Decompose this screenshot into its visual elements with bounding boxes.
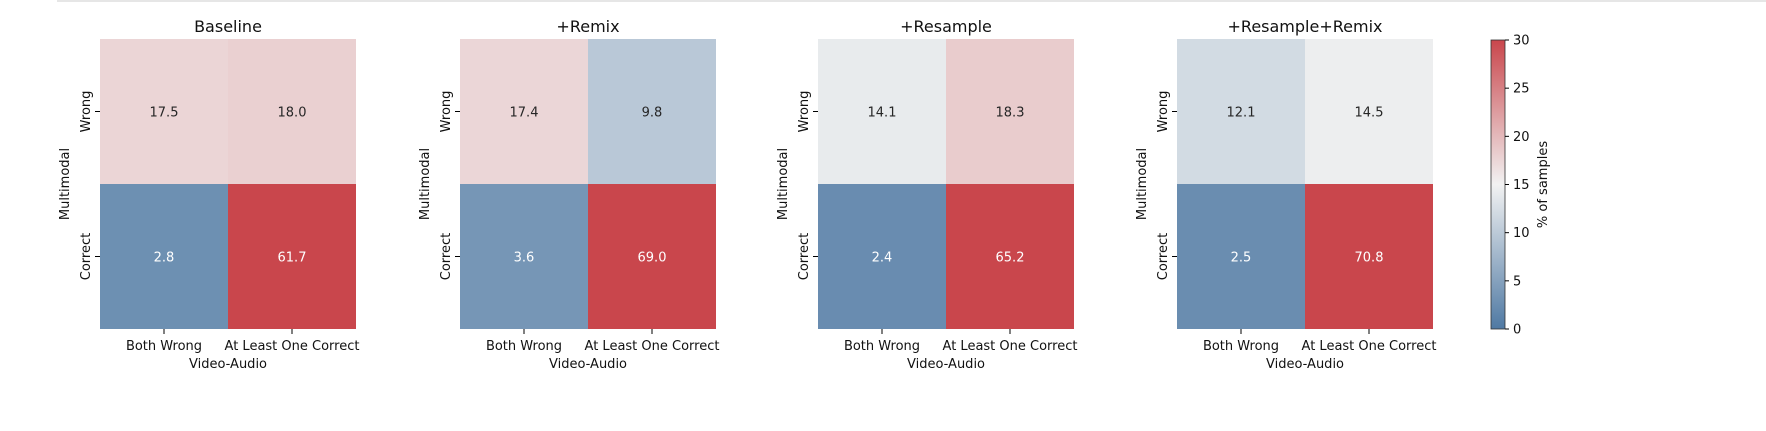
y-tick-label: Wrong [1156, 91, 1171, 133]
cell-value-label: 69.0 [638, 251, 667, 266]
heatmap-cell [460, 39, 588, 184]
y-axis-label: Multimodal [418, 148, 433, 220]
y-axis-label: Multimodal [776, 148, 791, 220]
colorbar-tick-label: 30 [1513, 34, 1530, 49]
heatmap-cell [100, 184, 228, 329]
y-axis-label: Multimodal [58, 148, 73, 220]
x-tick-label: Both Wrong [126, 339, 202, 354]
colorbar-tick-label: 5 [1513, 274, 1521, 289]
heatmap-cell [1305, 39, 1433, 184]
heatmap-cell [818, 39, 946, 184]
y-tick-label: Correct [1156, 233, 1171, 280]
colorbar-tick-label: 0 [1513, 323, 1521, 338]
y-tick-label: Wrong [797, 91, 812, 133]
x-tick-label: At Least One Correct [1302, 339, 1437, 354]
colorbar-label: % of samples [1536, 141, 1551, 228]
colorbar-tick-label: 20 [1513, 130, 1530, 145]
heatmap-cell [588, 184, 716, 329]
heatmap-cell [946, 39, 1074, 184]
top-border [57, 0, 1766, 2]
heatmap-cell [588, 39, 716, 184]
y-tick-label: Wrong [79, 91, 94, 133]
panel-title: +Resample+Remix [1228, 17, 1383, 36]
x-tick-label: At Least One Correct [943, 339, 1078, 354]
heatmap-cell [100, 39, 228, 184]
x-tick-label: Both Wrong [844, 339, 920, 354]
panel-title: +Remix [556, 17, 619, 36]
heatmap-cell [1305, 184, 1433, 329]
cell-value-label: 14.5 [1355, 106, 1384, 121]
colorbar-tick-label: 10 [1513, 226, 1530, 241]
cell-value-label: 18.3 [996, 106, 1025, 121]
x-axis-label: Video-Audio [907, 357, 985, 372]
cell-value-label: 2.5 [1231, 251, 1252, 266]
cell-value-label: 2.8 [154, 251, 175, 266]
cell-value-label: 18.0 [278, 106, 307, 121]
heatmap-cell [1177, 184, 1305, 329]
heatmap-cell [228, 184, 356, 329]
cell-value-label: 3.6 [514, 251, 535, 266]
x-axis-label: Video-Audio [549, 357, 627, 372]
heatmap-cell [946, 184, 1074, 329]
x-axis-label: Video-Audio [1266, 357, 1344, 372]
cell-value-label: 12.1 [1227, 106, 1256, 121]
y-tick-label: Correct [439, 233, 454, 280]
y-tick-label: Correct [797, 233, 812, 280]
colorbar [1490, 39, 1506, 330]
panel-title: Baseline [194, 17, 262, 36]
cell-value-label: 65.2 [996, 251, 1025, 266]
x-tick-label: At Least One Correct [225, 339, 360, 354]
x-axis-label: Video-Audio [189, 357, 267, 372]
x-tick-label: At Least One Correct [585, 339, 720, 354]
heatmap-cell [818, 184, 946, 329]
heatmap-cell [228, 39, 356, 184]
y-tick-label: Correct [79, 233, 94, 280]
cell-value-label: 9.8 [642, 106, 663, 121]
cell-value-label: 17.4 [510, 106, 539, 121]
x-tick-label: Both Wrong [1203, 339, 1279, 354]
cell-value-label: 61.7 [278, 251, 307, 266]
cell-value-label: 70.8 [1355, 251, 1384, 266]
y-axis-label: Multimodal [1135, 148, 1150, 220]
cell-value-label: 17.5 [150, 106, 179, 121]
y-tick-label: Wrong [439, 91, 454, 133]
heatmap-cell [1177, 39, 1305, 184]
x-tick-label: Both Wrong [486, 339, 562, 354]
colorbar-tick-label: 15 [1513, 178, 1530, 193]
cell-value-label: 2.4 [872, 251, 893, 266]
cell-value-label: 14.1 [868, 106, 897, 121]
heatmap-cell [460, 184, 588, 329]
panel-title: +Resample [900, 17, 992, 36]
colorbar-tick-label: 25 [1513, 82, 1530, 97]
